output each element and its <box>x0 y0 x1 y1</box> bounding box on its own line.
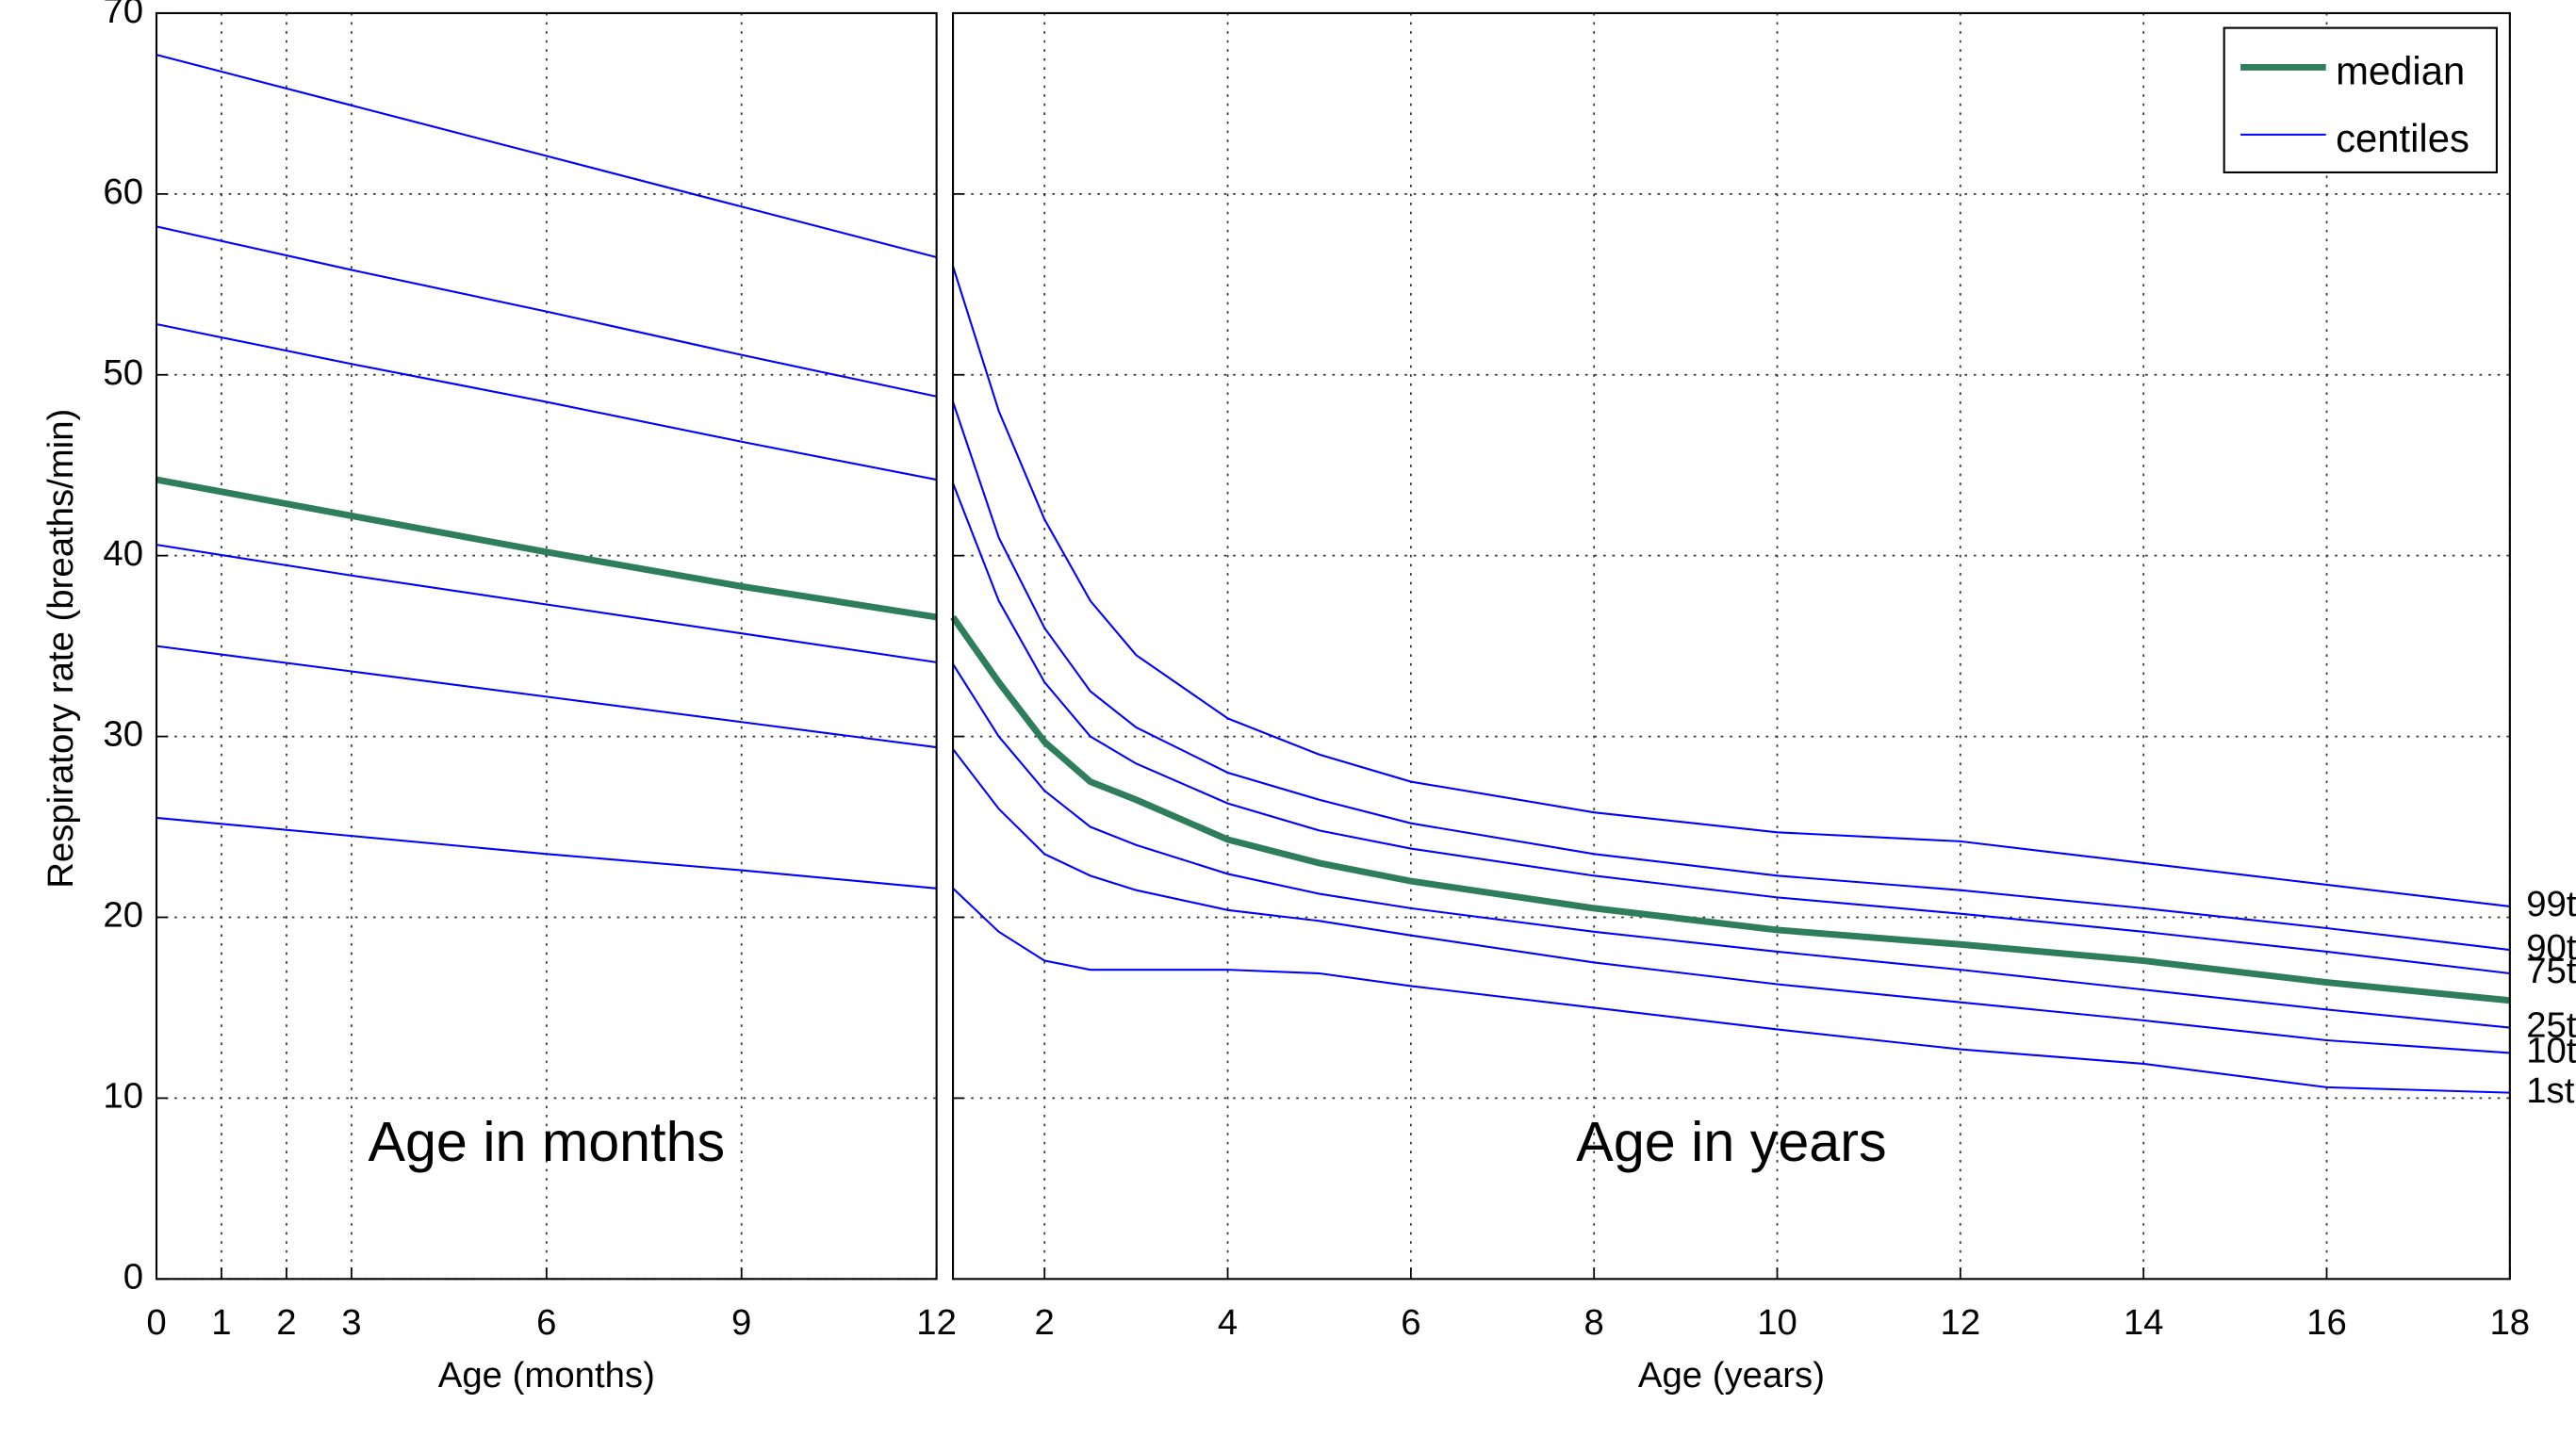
y-tick-label: 0 <box>123 1256 143 1297</box>
series-line <box>156 816 937 890</box>
plot-area <box>953 12 2510 1280</box>
series-line <box>156 544 937 663</box>
plot-frame <box>155 11 938 1281</box>
x-tick-label: 0 <box>146 1302 166 1343</box>
series-end-label: 75th <box>2526 951 2576 991</box>
x-tick-label: 9 <box>731 1302 751 1343</box>
series-line <box>952 888 2510 1094</box>
y-tick-label: 50 <box>103 352 143 393</box>
x-tick-label: 6 <box>536 1302 556 1343</box>
x-axis-label: Age (years) <box>1638 1355 1825 1396</box>
y-tick-label: 20 <box>103 895 143 936</box>
legend-label: centiles <box>2336 116 2469 160</box>
y-tick-label: 70 <box>103 0 143 31</box>
x-tick-label: 10 <box>1757 1302 1797 1343</box>
series-line <box>952 748 2510 1054</box>
x-tick-label: 16 <box>2306 1302 2347 1343</box>
annotation: Age in months <box>368 1110 725 1173</box>
series-end-label: 25th <box>2526 1005 2576 1046</box>
series-line <box>952 266 2510 908</box>
series-line <box>156 476 938 621</box>
legend-label: median <box>2336 48 2465 92</box>
series-line <box>156 645 937 749</box>
annotation: Age in years <box>1576 1110 1886 1173</box>
x-tick-label: 2 <box>276 1302 296 1343</box>
x-tick-label: 1 <box>211 1302 231 1343</box>
series-line <box>952 401 2510 952</box>
x-tick-label: 6 <box>1401 1302 1420 1343</box>
series-line <box>952 663 2510 1029</box>
x-axis-label: Age (months) <box>438 1355 655 1396</box>
series-line <box>156 54 937 259</box>
y-tick-label: 60 <box>103 171 143 212</box>
x-tick-label: 12 <box>1941 1302 1981 1343</box>
y-tick-label: 10 <box>103 1076 143 1117</box>
series-end-label: 99th <box>2526 884 2576 924</box>
y-tick-label: 40 <box>103 533 143 574</box>
series-line <box>950 614 2511 1004</box>
x-tick-label: 18 <box>2490 1302 2531 1343</box>
series-end-label: 10th <box>2526 1031 2576 1071</box>
x-tick-label: 12 <box>916 1302 957 1343</box>
series-line <box>952 482 2510 975</box>
plot-frame <box>952 11 2511 1281</box>
series-line <box>156 323 937 482</box>
x-tick-label: 14 <box>2124 1302 2164 1343</box>
x-tick-label: 8 <box>1584 1302 1604 1343</box>
series-end-label: 90th <box>2526 927 2576 968</box>
y-axis-label: Respiratory rate (breaths/min) <box>41 409 81 889</box>
y-tick-label: 30 <box>103 714 143 755</box>
x-tick-label: 2 <box>1035 1302 1055 1343</box>
x-tick-label: 3 <box>341 1302 361 1343</box>
series-line <box>156 225 937 398</box>
x-tick-label: 4 <box>1218 1302 1238 1343</box>
legend-box <box>2223 26 2498 173</box>
series-end-label: 1st <box>2526 1070 2574 1111</box>
